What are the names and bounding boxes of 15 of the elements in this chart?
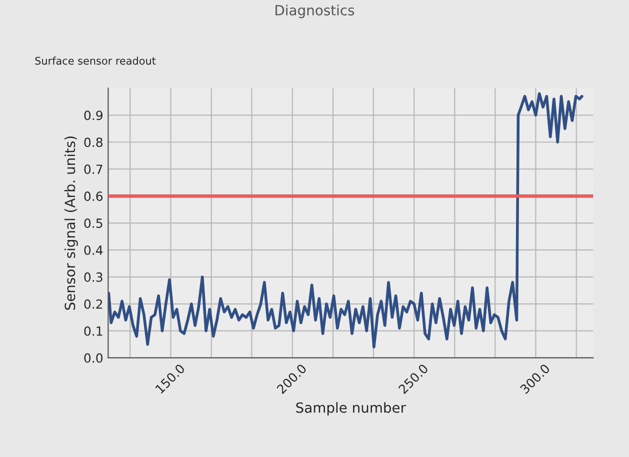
y-axis-title: Sensor signal (Arb. units) bbox=[64, 136, 78, 310]
y-tick-label: 0.4 bbox=[84, 245, 103, 255]
y-tick-label: 0.6 bbox=[84, 192, 103, 201]
y-tick-label: 0.0 bbox=[84, 353, 102, 363]
line-series bbox=[108, 92, 584, 348]
y-tick-label: 0.2 bbox=[84, 299, 102, 309]
y-tick-label: 0.8 bbox=[84, 138, 102, 148]
chart-title: Surface sensor readout bbox=[35, 56, 156, 65]
y-tick-label: 0.1 bbox=[84, 326, 102, 336]
y-tick-label: 0.9 bbox=[84, 110, 102, 120]
y-tick-label: 0.3 bbox=[84, 272, 102, 282]
y-tick-label: 0.5 bbox=[84, 218, 102, 228]
y-tick-label: 0.7 bbox=[84, 164, 102, 174]
x-axis-title: Sample number bbox=[296, 402, 406, 416]
text: Diagnostics bbox=[276, 4, 354, 18]
